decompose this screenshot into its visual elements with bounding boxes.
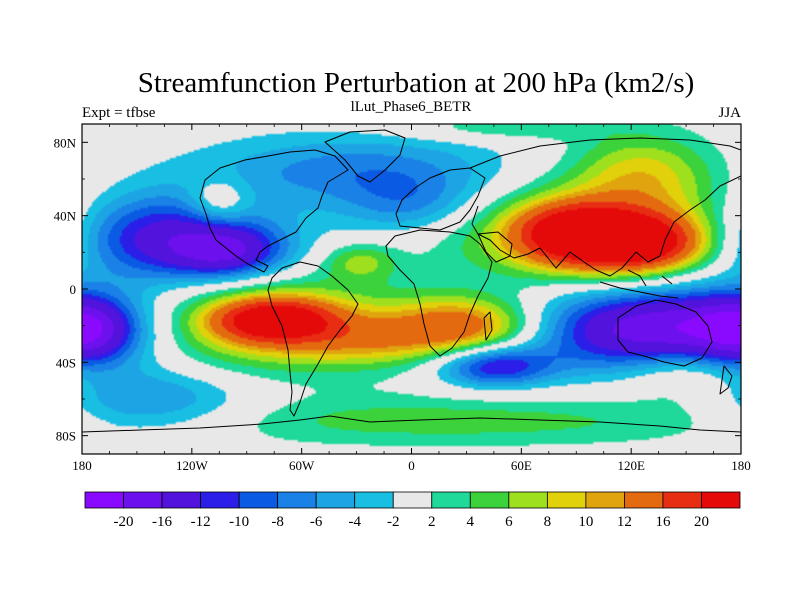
colorbar-label: 12 <box>617 514 632 530</box>
colorbar-label: -20 <box>114 514 134 530</box>
x-tick-label: 0 <box>408 458 415 473</box>
x-tick-label: 60W <box>289 458 315 473</box>
x-tick-label: 180 <box>72 458 92 473</box>
colorbar-swatch <box>662 491 702 509</box>
y-tick-label: 0 <box>70 282 77 297</box>
coast-greenland <box>324 129 406 183</box>
chart-title: Streamfunction Perturbation at 200 hPa (… <box>138 67 695 99</box>
coast-australia <box>617 299 713 367</box>
colorbar-label: 16 <box>655 514 671 530</box>
colorbar-swatch <box>624 491 664 509</box>
colorbar-swatch <box>392 491 433 509</box>
colorbar-label: -8 <box>271 514 284 530</box>
colorbar-swatch <box>238 491 279 509</box>
colorbar-label: -10 <box>229 514 249 530</box>
x-tick-label: 120W <box>176 458 209 473</box>
colorbar-label: 6 <box>505 514 513 530</box>
case-label: lLut_Phase6_BETR <box>351 99 472 115</box>
y-tick-label: 40N <box>54 209 77 224</box>
coast-europe <box>395 167 486 231</box>
colorbar-label: 10 <box>578 514 593 530</box>
colorbar-swatch <box>508 491 548 509</box>
coast-africa <box>385 229 493 357</box>
coastlines <box>82 129 741 433</box>
coast-south-america <box>267 261 359 417</box>
colorbar-swatch <box>585 491 625 509</box>
coast-new-zealand <box>719 365 733 395</box>
season-label: JJA <box>718 105 741 121</box>
x-tick-label: 180 <box>731 458 751 473</box>
coast-north-america <box>199 149 349 273</box>
coast-indonesia <box>599 269 679 299</box>
coast-antarctica <box>82 415 741 433</box>
y-tick-label: 40S <box>56 355 76 370</box>
x-tick-label: 120E <box>617 458 645 473</box>
y-tick-label: 80N <box>54 135 77 150</box>
colorbar-label: 2 <box>428 514 436 530</box>
y-tick-label: 80S <box>56 429 76 444</box>
colorbar-swatch <box>546 491 587 509</box>
colorbar-label: 20 <box>694 514 709 530</box>
x-axis: 180 120W 60W 0 60E 120E 180 <box>72 124 751 473</box>
coast-madagascar <box>483 311 493 341</box>
colorbar-swatch <box>315 491 356 509</box>
coast-asia <box>469 137 741 277</box>
colorbar-swatch <box>84 491 124 509</box>
y-axis: 80N 40N 0 40S 80S <box>54 135 741 444</box>
colorbar-label: 4 <box>467 514 475 530</box>
colorbar-swatch <box>123 491 163 509</box>
colorbar-swatch <box>701 491 741 509</box>
colorbar-swatch <box>354 491 394 509</box>
colorbar-label: -6 <box>310 514 323 530</box>
expt-label: Expt = tfbse <box>82 105 156 121</box>
colorbar-label: -12 <box>191 514 211 530</box>
x-tick-label: 60E <box>511 458 532 473</box>
colorbar-swatch <box>161 491 201 509</box>
colorbar-label: -4 <box>348 514 361 530</box>
colorbar-label: -16 <box>152 514 172 530</box>
streamfunction-field <box>82 124 741 454</box>
colorbar-swatch <box>200 491 240 509</box>
colorbar: -20 -16 -12 -10 -8 -6 -4 -2 2 4 6 8 10 12 16 20 <box>84 491 741 530</box>
colorbar-swatch <box>431 491 471 509</box>
colorbar-label: 8 <box>544 514 552 530</box>
colorbar-swatch <box>469 491 510 509</box>
colorbar-swatch <box>277 491 317 509</box>
map-plot: 180 120W 60W 0 60E 120E 180 80N 40N 0 40S 80S <box>54 123 751 473</box>
coast-arabia <box>477 231 513 263</box>
colorbar-label: -2 <box>387 514 400 530</box>
